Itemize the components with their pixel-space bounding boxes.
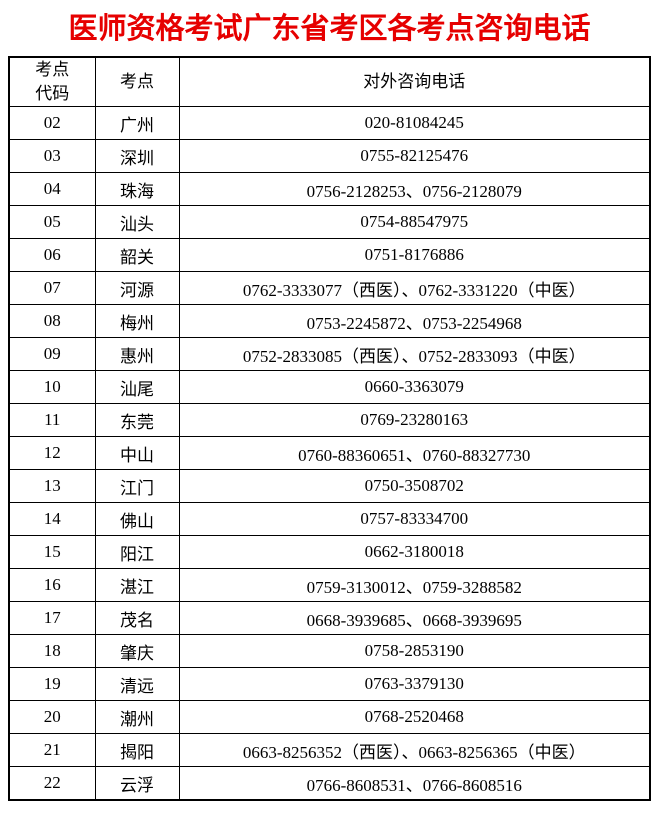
site-code-cell: 02 <box>8 106 96 141</box>
phone-cell: 0751-8176886 <box>178 238 651 273</box>
table-row: 16 湛江 0759-3130012、0759-3288582 <box>8 568 651 603</box>
site-code-cell: 07 <box>8 271 96 306</box>
table-row: 06 韶关 0751-8176886 <box>8 238 651 273</box>
phone-cell: 0753-2245872、0753-2254968 <box>178 304 651 339</box>
site-code-cell: 03 <box>8 139 96 174</box>
site-name-cell: 汕尾 <box>94 370 180 405</box>
site-name-cell: 云浮 <box>94 766 180 801</box>
site-code-cell: 13 <box>8 469 96 504</box>
table-row: 05 汕头 0754-88547975 <box>8 205 651 240</box>
phone-cell: 0756-2128253、0756-2128079 <box>178 172 651 207</box>
phone-cell: 0768-2520468 <box>178 700 651 735</box>
site-code-cell: 17 <box>8 601 96 636</box>
phone-cell: 0755-82125476 <box>178 139 651 174</box>
site-code-cell: 11 <box>8 403 96 438</box>
phone-cell: 0662-3180018 <box>178 535 651 570</box>
site-name-cell: 湛江 <box>94 568 180 603</box>
site-code-cell: 21 <box>8 733 96 768</box>
site-name-cell: 清远 <box>94 667 180 702</box>
site-code-cell: 22 <box>8 766 96 801</box>
phone-cell: 0766-8608531、0766-8608516 <box>178 766 651 801</box>
table-row: 04 珠海 0756-2128253、0756-2128079 <box>8 172 651 207</box>
site-code-cell: 04 <box>8 172 96 207</box>
table-row: 07 河源 0762-3333077（西医）、0762-3331220（中医） <box>8 271 651 306</box>
table-row: 22 云浮 0766-8608531、0766-8608516 <box>8 766 651 801</box>
phone-table: 考点 代码 考点 对外咨询电话 02 广州 020-81084245 03 深圳… <box>8 55 651 801</box>
phone-cell: 0758-2853190 <box>178 634 651 669</box>
site-name-cell: 江门 <box>94 469 180 504</box>
header-site-code-line1: 考点 <box>35 60 70 80</box>
phone-cell: 0759-3130012、0759-3288582 <box>178 568 651 603</box>
site-name-cell: 河源 <box>94 271 180 306</box>
table-row: 21 揭阳 0663-8256352（西医）、0663-8256365（中医） <box>8 733 651 768</box>
table-row: 14 佛山 0757-83334700 <box>8 502 651 537</box>
phone-cell: 0769-23280163 <box>178 403 651 438</box>
header-site-name: 考点 <box>94 56 180 108</box>
site-name-cell: 梅州 <box>94 304 180 339</box>
page-title: 医师资格考试广东省考区各考点咨询电话 <box>68 13 591 45</box>
site-code-cell: 15 <box>8 535 96 570</box>
site-code-cell: 18 <box>8 634 96 669</box>
site-name-cell: 惠州 <box>94 337 180 372</box>
table-body: 02 广州 020-81084245 03 深圳 0755-82125476 0… <box>8 106 651 801</box>
site-code-cell: 06 <box>8 238 96 273</box>
table-header: 考点 代码 考点 对外咨询电话 <box>8 56 651 108</box>
table-row: 20 潮州 0768-2520468 <box>8 700 651 735</box>
table-header-row: 考点 代码 考点 对外咨询电话 <box>8 56 651 108</box>
site-name-cell: 广州 <box>94 106 180 141</box>
table-row: 15 阳江 0662-3180018 <box>8 535 651 570</box>
phone-cell: 0663-8256352（西医）、0663-8256365（中医） <box>178 733 651 768</box>
site-name-cell: 阳江 <box>94 535 180 570</box>
table-row: 13 江门 0750-3508702 <box>8 469 651 504</box>
phone-cell: 020-81084245 <box>178 106 651 141</box>
phone-cell: 0763-3379130 <box>178 667 651 702</box>
header-site-code-line2: 代码 <box>35 84 70 104</box>
site-code-cell: 19 <box>8 667 96 702</box>
table-row: 08 梅州 0753-2245872、0753-2254968 <box>8 304 651 339</box>
phone-cell: 0757-83334700 <box>178 502 651 537</box>
site-code-cell: 09 <box>8 337 96 372</box>
phone-cell: 0750-3508702 <box>178 469 651 504</box>
site-name-cell: 韶关 <box>94 238 180 273</box>
site-name-cell: 佛山 <box>94 502 180 537</box>
site-code-cell: 05 <box>8 205 96 240</box>
table-row: 19 清远 0763-3379130 <box>8 667 651 702</box>
site-name-cell: 揭阳 <box>94 733 180 768</box>
site-name-cell: 深圳 <box>94 139 180 174</box>
table-row: 12 中山 0760-88360651、0760-88327730 <box>8 436 651 471</box>
phone-cell: 0762-3333077（西医）、0762-3331220（中医） <box>178 271 651 306</box>
site-code-cell: 08 <box>8 304 96 339</box>
site-name-cell: 中山 <box>94 436 180 471</box>
site-name-cell: 茂名 <box>94 601 180 636</box>
site-name-cell: 潮州 <box>94 700 180 735</box>
header-phone: 对外咨询电话 <box>178 56 651 108</box>
table-row: 02 广州 020-81084245 <box>8 106 651 141</box>
phone-cell: 0754-88547975 <box>178 205 651 240</box>
phone-cell: 0760-88360651、0760-88327730 <box>178 436 651 471</box>
site-code-cell: 14 <box>8 502 96 537</box>
phone-cell: 0668-3939685、0668-3939695 <box>178 601 651 636</box>
table-row: 03 深圳 0755-82125476 <box>8 139 651 174</box>
site-code-cell: 12 <box>8 436 96 471</box>
site-name-cell: 东莞 <box>94 403 180 438</box>
site-name-cell: 珠海 <box>94 172 180 207</box>
table-row: 11 东莞 0769-23280163 <box>8 403 651 438</box>
table-row: 10 汕尾 0660-3363079 <box>8 370 651 405</box>
site-name-cell: 肇庆 <box>94 634 180 669</box>
table-row: 17 茂名 0668-3939685、0668-3939695 <box>8 601 651 636</box>
table-row: 09 惠州 0752-2833085（西医）、0752-2833093（中医） <box>8 337 651 372</box>
phone-cell: 0752-2833085（西医）、0752-2833093（中医） <box>178 337 651 372</box>
header-site-code: 考点 代码 <box>8 56 96 108</box>
site-code-cell: 16 <box>8 568 96 603</box>
table-row: 18 肇庆 0758-2853190 <box>8 634 651 669</box>
site-code-cell: 10 <box>8 370 96 405</box>
site-name-cell: 汕头 <box>94 205 180 240</box>
site-code-cell: 20 <box>8 700 96 735</box>
phone-cell: 0660-3363079 <box>178 370 651 405</box>
